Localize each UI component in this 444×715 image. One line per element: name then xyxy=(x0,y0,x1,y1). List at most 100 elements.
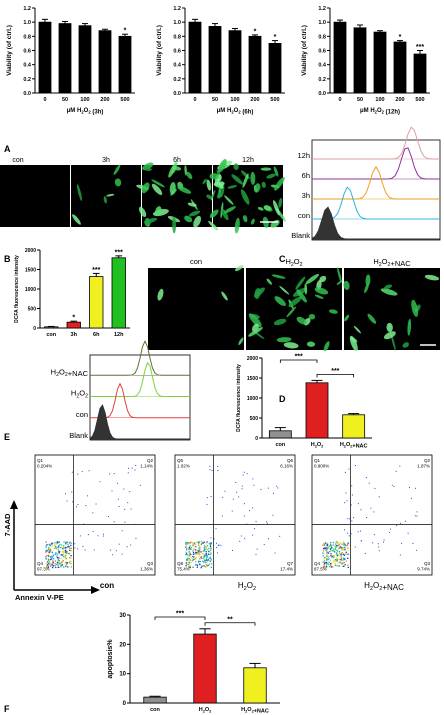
event-dot xyxy=(256,548,258,550)
micrograph xyxy=(148,268,244,350)
event-dot xyxy=(336,549,338,552)
cell xyxy=(274,177,285,191)
event-dot xyxy=(57,559,60,561)
event-dot xyxy=(49,548,52,550)
histogram-line xyxy=(312,166,440,200)
event-dot xyxy=(185,542,187,544)
event-dot xyxy=(208,551,210,553)
event-dot xyxy=(322,547,325,550)
event-dot xyxy=(205,551,207,553)
y-tick-label: 0.6 xyxy=(318,49,326,55)
y-tick-label: 0.2 xyxy=(173,77,181,83)
event-dot xyxy=(240,535,242,537)
event-dot xyxy=(373,511,375,513)
event-dot xyxy=(58,560,61,562)
event-dot xyxy=(393,485,395,487)
event-dot xyxy=(324,566,326,568)
event-dot xyxy=(330,544,332,547)
event-dot xyxy=(343,545,346,547)
event-dot xyxy=(374,487,376,489)
event-dot xyxy=(54,564,56,567)
quadrant-percent: 17.4% xyxy=(280,567,293,572)
cell xyxy=(349,335,358,352)
event-dot xyxy=(206,556,208,558)
cell xyxy=(177,186,192,194)
y-axis-label: 7-AAD xyxy=(3,513,12,537)
event-dot xyxy=(266,521,268,523)
event-dot xyxy=(342,565,344,567)
bar xyxy=(413,53,427,94)
cell xyxy=(231,174,243,185)
event-dot xyxy=(204,554,206,556)
y-axis-label: Viability (of ctrl.) xyxy=(156,25,163,76)
quadrant-percent: 1.87% xyxy=(417,464,430,469)
event-dot xyxy=(208,563,211,565)
event-dot xyxy=(327,547,330,549)
viability-chart: 0.0 0.2 0.4 0.6 0.8 1.0 1.2 0 50 100 * 200 * 500 Viabi… xyxy=(156,6,285,116)
event-dot xyxy=(67,552,69,555)
event-dot xyxy=(58,541,60,544)
event-dot xyxy=(239,540,241,542)
category-label: 500 xyxy=(415,97,424,103)
event-dot xyxy=(322,555,324,557)
event-dot xyxy=(192,555,194,558)
significance-bracket xyxy=(316,374,355,378)
y-tick-label: 500 xyxy=(28,307,37,313)
event-dot xyxy=(185,551,187,553)
event-dot xyxy=(51,545,54,548)
event-dot xyxy=(323,544,325,547)
event-dot xyxy=(206,545,209,547)
event-dot xyxy=(209,465,211,467)
event-dot xyxy=(322,544,324,546)
event-dot xyxy=(343,554,346,556)
event-dot xyxy=(360,540,362,542)
cell xyxy=(250,171,256,185)
event-dot xyxy=(52,542,54,544)
significance-label: *** xyxy=(115,249,123,256)
event-dot xyxy=(200,557,202,559)
cell xyxy=(248,313,262,328)
event-dot xyxy=(206,541,208,543)
event-dot xyxy=(357,503,359,505)
event-dot xyxy=(57,556,60,559)
event-dot xyxy=(69,541,71,544)
event-dot xyxy=(336,554,339,556)
event-dot xyxy=(322,552,324,554)
event-dot xyxy=(193,556,195,558)
event-dot xyxy=(341,551,343,554)
event-dot xyxy=(58,546,61,549)
event-dot xyxy=(331,556,333,558)
event-dot xyxy=(124,521,126,523)
x-arrowhead xyxy=(91,586,100,594)
event-dot xyxy=(88,470,90,472)
event-dot xyxy=(188,563,190,565)
event-dot xyxy=(117,498,119,500)
quadrant-percent: 6.16% xyxy=(280,464,293,469)
y-tick-label: 1.2 xyxy=(318,6,326,12)
event-dot xyxy=(340,546,342,548)
event-dot xyxy=(188,550,190,553)
bar xyxy=(44,326,59,329)
event-dot xyxy=(130,508,132,510)
event-dot xyxy=(202,550,205,552)
histogram-blank xyxy=(89,404,190,440)
y-tick-label: 0.2 xyxy=(318,77,326,83)
y-axis-label: DCFA fluorescence intensity xyxy=(236,364,242,432)
bar xyxy=(143,696,167,704)
y-tick-label: 0.4 xyxy=(23,63,32,69)
event-dot xyxy=(202,565,204,567)
event-dot xyxy=(365,477,367,479)
event-dot xyxy=(204,549,206,551)
event-dot xyxy=(71,491,73,493)
event-dot xyxy=(186,554,188,556)
event-dot xyxy=(209,543,211,545)
event-dot xyxy=(64,556,67,558)
histogram-label: H2O2 xyxy=(71,389,88,400)
event-dot xyxy=(210,543,212,545)
event-dot xyxy=(336,552,338,554)
event-dot xyxy=(196,551,198,554)
event-dot xyxy=(72,501,74,503)
event-dot xyxy=(197,551,199,554)
event-dot xyxy=(62,559,64,562)
